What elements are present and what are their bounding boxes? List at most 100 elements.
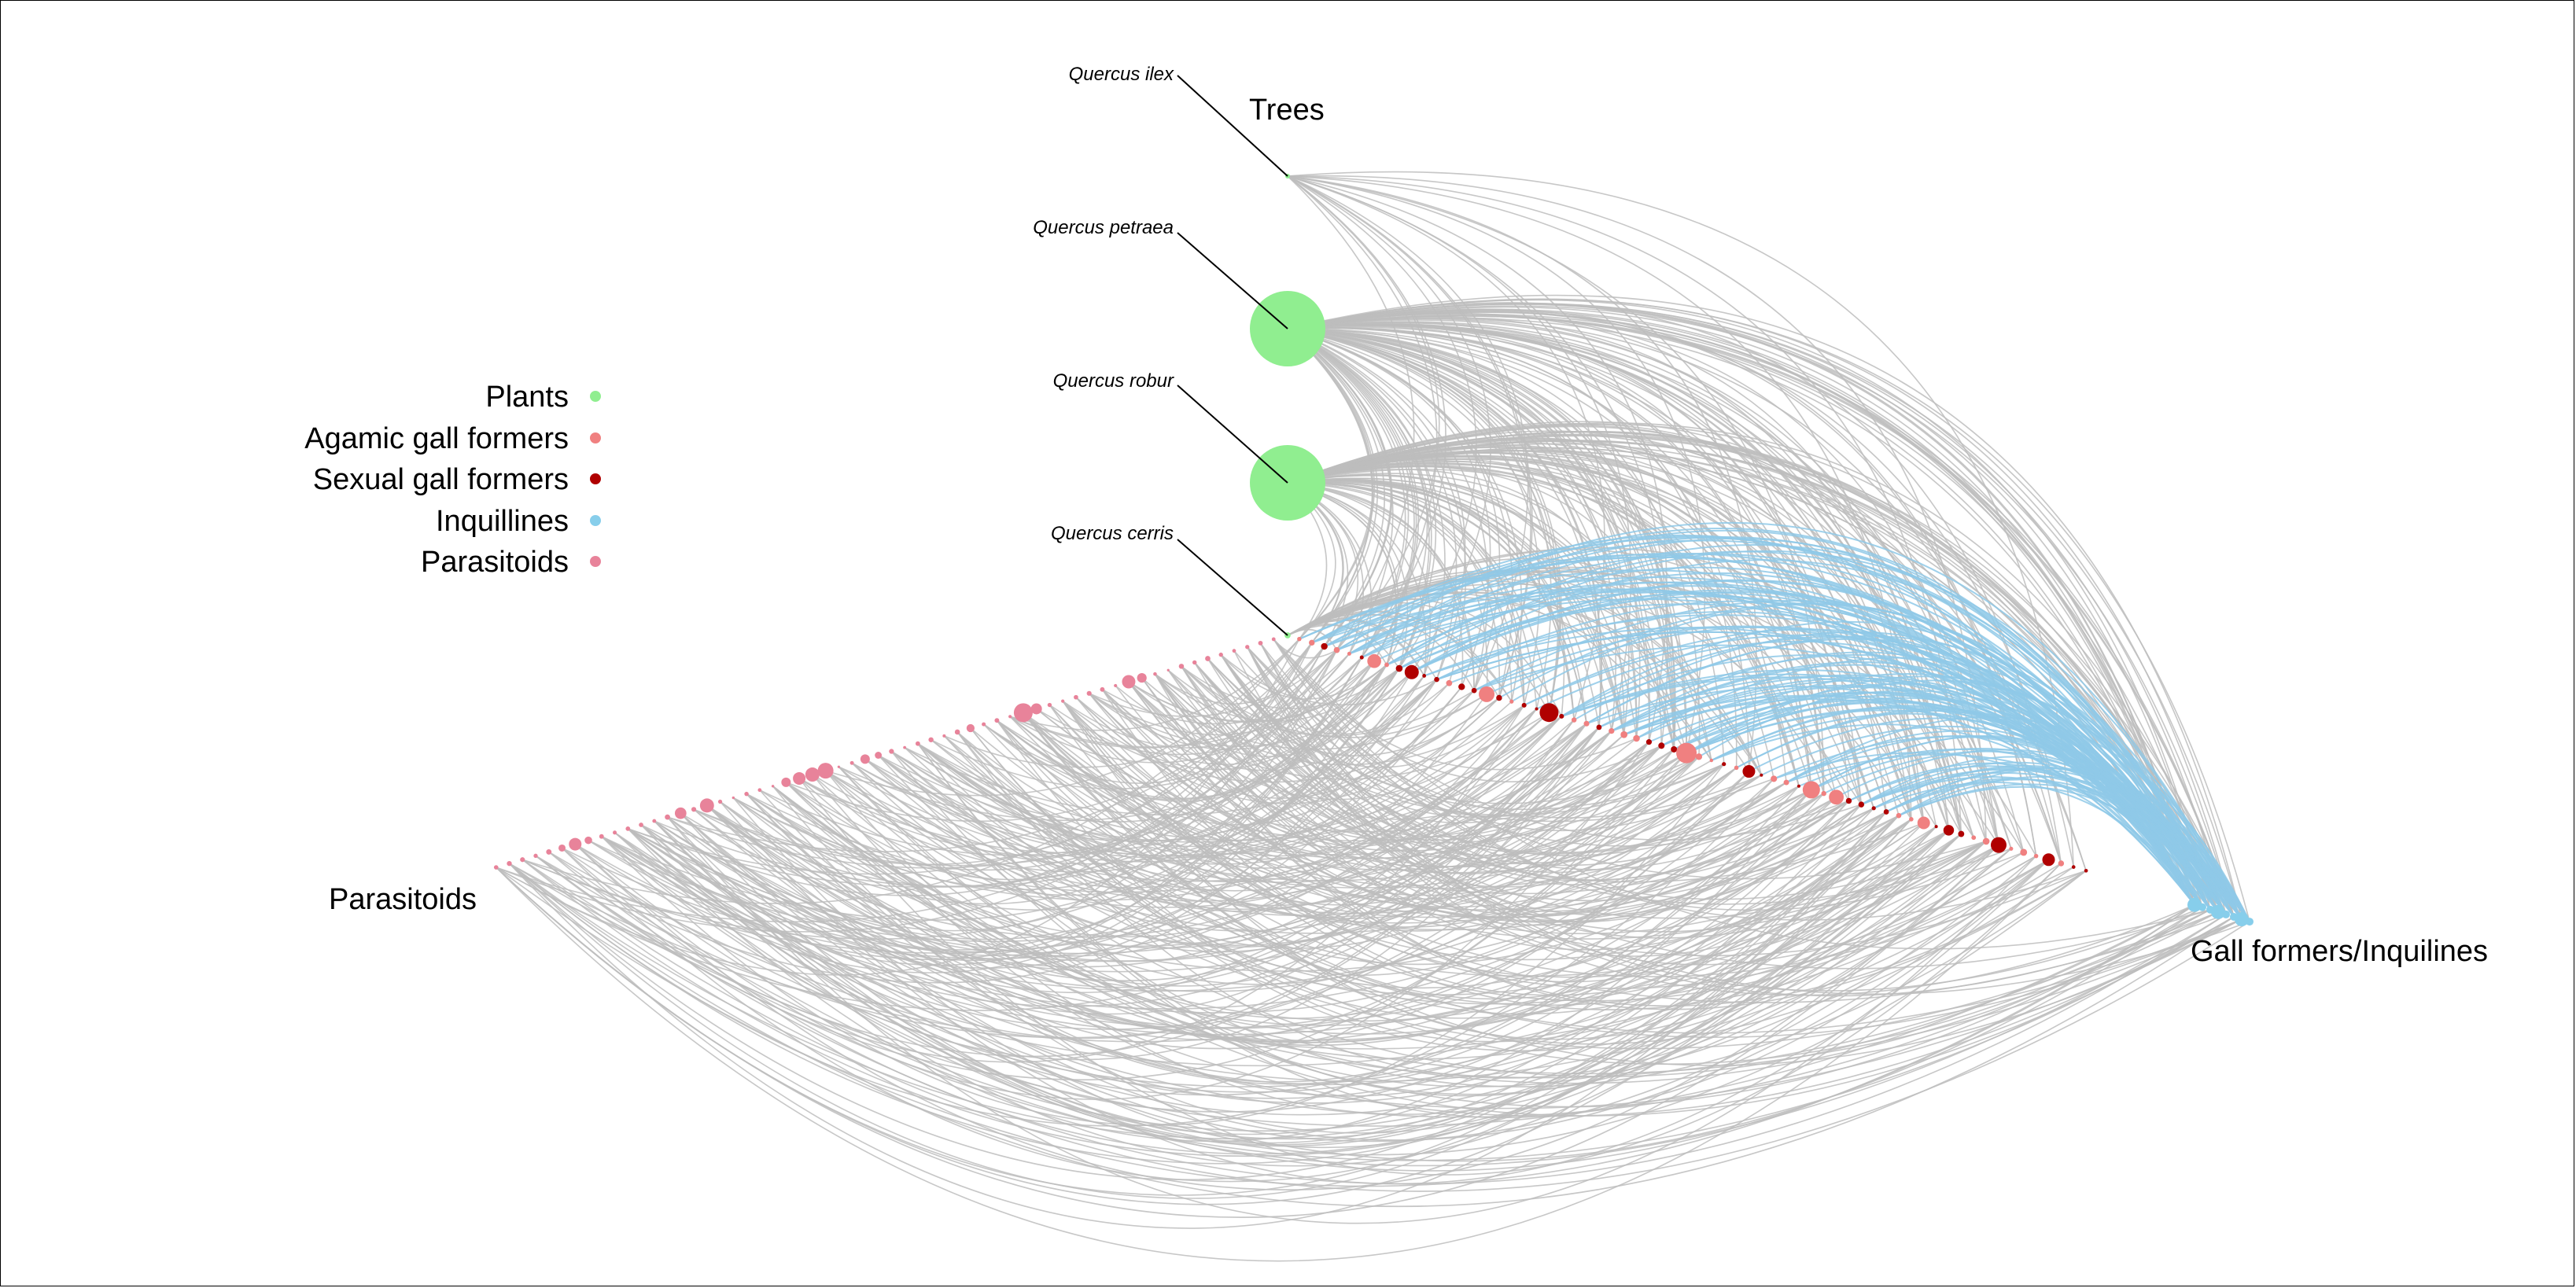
gall-former-node [1734,765,1739,771]
legend: Plants Agamic gall formers Sexual gall f… [304,381,601,579]
parasitoid-node [569,837,582,851]
gall-former-node [2033,853,2039,859]
parasitoid-node [1061,699,1065,703]
gall-former-node [1797,784,1800,788]
parasitoid-node [639,822,643,827]
gall-former-node [2084,868,2088,873]
gall-former-node [1609,727,1615,734]
parasitoid-node [652,819,657,823]
pointer-line [1177,385,1288,484]
gall-former-node [1802,781,1820,799]
tree-name: Quercus petraea [1033,217,1174,238]
gall-former-node [1559,713,1564,719]
legend-label: Plants [485,381,569,414]
gall-former-node [1821,790,1826,797]
node-layer [493,174,2254,927]
parasitoid-node [849,760,854,765]
parasitoid-node [1153,672,1157,676]
gall-former-node [1446,679,1453,686]
gall-former-node [1333,646,1340,653]
parasitoid-node [546,848,552,855]
parasitoid-node [1166,668,1170,672]
parasitoid-node [613,830,617,835]
gall-former-node [1434,676,1439,683]
inquiline-node [2198,903,2206,911]
gall-former-node [1633,734,1640,742]
legend-item-parasitoids: Parasitoids [421,546,601,579]
legend-marker [590,432,601,443]
gall-former-node [1645,739,1653,745]
parasitoid-node [889,749,894,754]
gall-former-node [1845,797,1852,804]
parasitoid-node [744,791,749,797]
parasitoid-node [805,767,820,782]
gall-former-node [1535,707,1539,711]
gall-former-node [1479,686,1495,702]
parasitoid-node [1047,702,1052,708]
gall-former-node [1742,765,1756,778]
parasitoid-node [757,788,762,793]
parasitoid-node [781,777,791,787]
gall-former-node [1883,809,1889,815]
parasitoid-node [1271,637,1276,642]
parasitoid-node [954,729,960,735]
parasitoid-node [493,865,499,870]
pointer-line [1177,232,1288,329]
tree-name: Quercus robur [1053,370,1174,392]
parasitoid-node [1030,703,1042,715]
legend-marker [590,473,601,484]
gall-former-node [1982,837,1990,845]
parasitoid-node [1008,715,1012,719]
gall-former-node [1347,651,1351,656]
parasitoid-node [717,799,723,804]
parasitoid-node [966,723,975,733]
parasitoid-node [994,718,1000,723]
gall-former-node [1909,817,1914,822]
legend-label: Inquillines [436,505,569,538]
gall-former-node [1722,762,1727,767]
parasitoid-node [942,734,946,738]
parasitoid-node [860,754,870,764]
parasitoid-node [665,814,670,820]
gall-former-node [1321,642,1328,650]
parasitoids-axis-label: Parasitoids [329,883,477,916]
gall-former-node [1858,801,1865,808]
gall-former-node [1620,730,1628,738]
parasitoid-node [793,771,806,785]
gall-former-node [1760,773,1763,777]
gall-former-node [1395,664,1403,672]
parasitoid-node [771,785,775,788]
gall-former-node [1521,702,1527,708]
legend-marker [590,391,601,402]
tree-labels: Quercus ilex Quercus petraea Quercus rob… [1033,64,1288,636]
gall-former-node [2009,846,2014,851]
gall-former-node [1896,812,1902,819]
tree-label-quercus-ilex: Quercus ilex [1069,64,1288,177]
gall-former-node [1384,662,1389,668]
gall-former-node [1359,655,1364,660]
gall-former-node [1658,742,1665,749]
parasitoid-node [1122,675,1136,689]
tree-label-quercus-cerris: Quercus cerris [1051,523,1288,636]
parasitoid-node [1192,660,1197,665]
inquiline-node [2211,904,2225,919]
legend-item-inquilines: Inquillines [436,505,601,538]
parasitoid-node [817,763,834,779]
parasitoid-node [584,836,592,845]
parasitoid-node [1205,656,1211,661]
parasitoid-node [1218,652,1223,657]
legend-marker [590,556,601,567]
gall-former-node [1404,664,1419,679]
pointer-line [1177,539,1288,636]
gall-former-node [1695,753,1703,760]
parasitoid-node [875,752,883,759]
parasitoid-node [691,807,697,812]
parasitoid-node [1114,683,1118,688]
parasitoid-node [903,745,907,749]
gall-former-node [1829,789,1844,805]
parasitoid-node [915,741,920,746]
parasitoid-node [558,844,566,852]
gall-former-node [2058,860,2065,867]
